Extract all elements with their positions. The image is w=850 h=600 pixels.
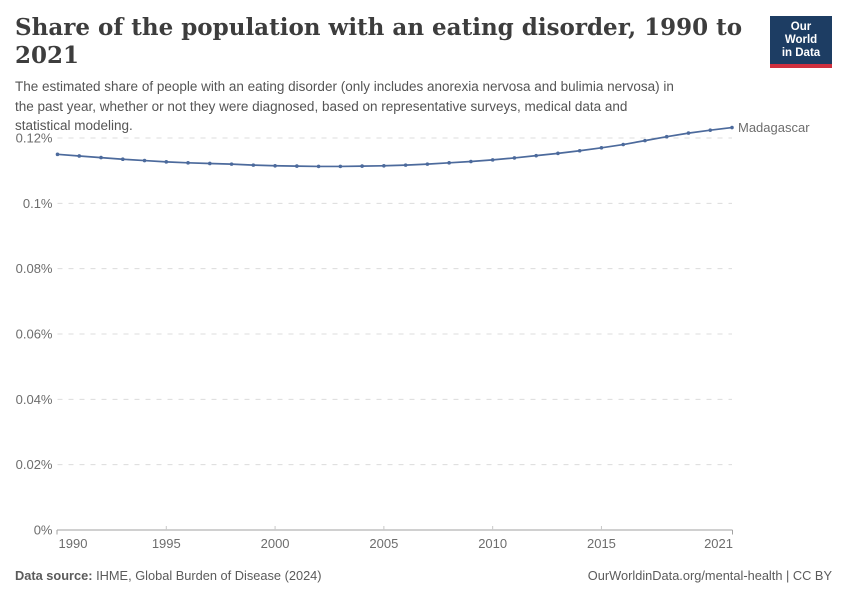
x-tick-label: 2010 <box>478 536 507 551</box>
data-point[interactable] <box>208 161 212 166</box>
data-point[interactable] <box>55 152 60 157</box>
data-point[interactable] <box>447 161 451 165</box>
owid-logo[interactable]: Our World in Data <box>770 16 832 68</box>
chart-subtitle: The estimated share of people with an ea… <box>15 79 674 133</box>
data-point[interactable] <box>534 153 538 158</box>
y-tick-label: 0.12% <box>16 131 53 146</box>
x-tick-label: 1995 <box>152 536 181 551</box>
data-point[interactable] <box>186 161 190 165</box>
data-point[interactable] <box>577 148 582 153</box>
data-point[interactable] <box>229 162 234 166</box>
y-tick-label: 0.02% <box>16 457 53 472</box>
data-source-note[interactable]: Data source: IHME, Global Burden of Dise… <box>15 568 322 583</box>
data-point[interactable] <box>77 154 82 158</box>
data-point[interactable] <box>295 164 299 168</box>
data-point[interactable] <box>686 131 691 135</box>
data-point[interactable] <box>512 156 517 160</box>
data-point[interactable] <box>708 128 713 132</box>
data-point[interactable] <box>251 163 256 167</box>
series-line[interactable] <box>57 126 733 168</box>
data-point[interactable] <box>621 142 626 147</box>
x-tick-label: 2015 <box>587 536 616 551</box>
entity-label[interactable]: Madagascar <box>738 120 810 135</box>
y-tick-label: 0.06% <box>16 327 53 342</box>
data-source-label: Data source: <box>15 568 93 583</box>
chart-header: Share of the population with an eating d… <box>15 14 760 136</box>
credit-link[interactable]: OurWorldinData.org/mental-health | CC BY <box>587 568 832 583</box>
data-point[interactable] <box>120 157 125 162</box>
data-point[interactable] <box>360 164 364 168</box>
y-tick-label: 0.04% <box>16 392 53 407</box>
chart-title: Share of the population with an eating d… <box>15 14 743 69</box>
y-tick-label: 0.1% <box>23 196 53 211</box>
data-point[interactable] <box>316 164 321 169</box>
data-point[interactable] <box>164 160 169 164</box>
data-point[interactable] <box>425 162 430 166</box>
data-point[interactable] <box>338 164 343 169</box>
data-point[interactable] <box>382 163 386 168</box>
chart-footer: Data source: IHME, Global Burden of Dise… <box>15 568 832 583</box>
data-point[interactable] <box>664 134 669 139</box>
data-point[interactable] <box>99 155 103 160</box>
data-point[interactable] <box>643 138 647 143</box>
data-point[interactable] <box>556 151 560 156</box>
data-point[interactable] <box>142 158 147 163</box>
y-tick-label: 0.08% <box>16 261 53 276</box>
data-point[interactable] <box>469 159 473 164</box>
data-point[interactable] <box>490 158 495 162</box>
x-tick-label: 1990 <box>59 536 88 551</box>
owid-logo-line2: in Data <box>781 47 821 59</box>
y-tick-label: 0% <box>34 523 53 538</box>
owid-logo-line1: Our World <box>784 21 818 46</box>
data-source-text: IHME, Global Burden of Disease (2024) <box>92 568 322 583</box>
x-tick-label: 2021 <box>704 536 733 551</box>
data-point[interactable] <box>730 125 734 130</box>
x-tick-label: 2005 <box>369 536 398 551</box>
x-tick-label: 2000 <box>261 536 290 551</box>
data-point[interactable] <box>273 163 277 168</box>
data-point[interactable] <box>599 146 604 150</box>
data-point[interactable] <box>403 163 408 167</box>
